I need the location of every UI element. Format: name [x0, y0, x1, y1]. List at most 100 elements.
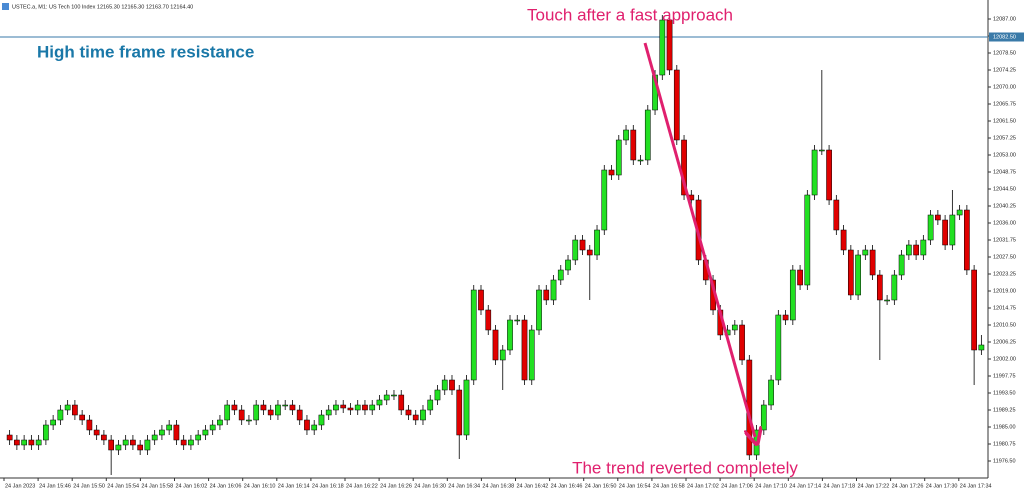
candle-body: [840, 229, 847, 251]
x-tick-label: 24 Jan 16:10: [244, 483, 276, 489]
candle-body: [601, 169, 608, 231]
candle-body: [971, 269, 977, 351]
candle-body: [246, 419, 252, 422]
candle-body: [913, 244, 919, 256]
y-tick-label: 12061.50: [993, 118, 1016, 124]
candle-body: [637, 159, 644, 162]
y-tick-label: 12057.25: [993, 135, 1016, 141]
candle-body: [927, 214, 934, 241]
candle-body: [21, 439, 27, 446]
y-tick-label: 12006.25: [993, 339, 1016, 345]
candle-body: [956, 209, 963, 216]
candle-body: [6, 434, 13, 441]
candle-body: [289, 404, 296, 411]
x-tick-label: 24 Jan 16:34: [448, 483, 480, 489]
candle-body: [93, 429, 100, 436]
y-tick-label: 12087.00: [993, 16, 1016, 22]
candle-body: [441, 379, 448, 391]
candle-body: [811, 149, 818, 196]
candle-body: [826, 149, 832, 201]
candle-body: [238, 409, 245, 421]
candle-body: [615, 139, 622, 176]
candle-body: [833, 199, 840, 231]
candle-body: [427, 399, 434, 411]
candle-body: [565, 259, 571, 271]
candle-body: [173, 424, 180, 441]
y-tick-label: 12070.00: [993, 84, 1016, 90]
candle-body: [282, 404, 289, 407]
candle-body: [768, 379, 774, 406]
candle-body: [318, 414, 325, 426]
x-tick-label: 24 Jan 17:34: [960, 483, 992, 489]
candle-body: [935, 214, 941, 221]
candle-body: [383, 394, 390, 401]
candle-body: [739, 324, 745, 361]
y-tick-label: 12027.50: [993, 254, 1016, 260]
x-tick-label: 24 Jan 16:50: [585, 483, 617, 489]
candle-body: [72, 404, 78, 416]
candle-body: [964, 209, 970, 271]
y-tick-label: 12014.75: [993, 305, 1016, 311]
candle-body: [681, 139, 687, 196]
candle-body: [782, 314, 789, 321]
x-tick-label: 24 Jan 16:58: [653, 483, 685, 489]
price-label-box: [989, 32, 1024, 42]
y-tick-label: 11976.50: [993, 458, 1016, 464]
candle-body: [855, 254, 861, 296]
candle-body: [557, 269, 564, 281]
x-tick-label: 24 Jan 17:22: [858, 483, 890, 489]
x-tick-label: 24 Jan 16:30: [414, 483, 446, 489]
candle-body: [333, 404, 339, 411]
candle-body: [847, 249, 854, 296]
y-tick-label: 12078.50: [993, 50, 1016, 56]
candle-body: [122, 439, 129, 446]
y-tick-label: 12044.50: [993, 186, 1016, 192]
candle-body: [449, 379, 455, 391]
window-icon: [2, 3, 9, 10]
price-label: 12082.50: [993, 34, 1016, 40]
candle-body: [550, 279, 557, 301]
candle-body: [492, 329, 499, 361]
candle-body: [666, 19, 673, 71]
candle-body: [267, 409, 274, 416]
candle-body: [898, 254, 905, 276]
candle-body: [760, 404, 767, 431]
candle-body: [180, 439, 187, 446]
candle-body: [115, 444, 122, 451]
x-tick-label: 24 Jan 17:14: [789, 483, 821, 489]
candle-body: [354, 404, 361, 411]
candle-body: [144, 439, 151, 451]
x-tick-label: 24 Jan 16:42: [517, 483, 549, 489]
candle-body: [630, 129, 637, 161]
x-tick-label: 24 Jan 17:18: [823, 483, 855, 489]
y-tick-label: 12036.00: [993, 220, 1016, 226]
candle-body: [412, 414, 419, 421]
y-tick-label: 11993.50: [993, 390, 1016, 396]
x-tick-label: 24 Jan 16:26: [380, 483, 412, 489]
candle-body: [731, 324, 738, 331]
window-title: USTEC.a, M1: US Tech 100 Index 12165.30 …: [12, 4, 193, 10]
candle-body: [906, 244, 912, 256]
candle-body: [884, 299, 890, 302]
candle-body: [485, 309, 492, 331]
y-tick-label: 11997.75: [993, 373, 1016, 379]
candle-body: [608, 169, 615, 176]
candle-body: [50, 419, 56, 426]
y-tick-label: 11985.00: [993, 424, 1016, 430]
candle-body: [478, 289, 484, 311]
candle-body: [137, 444, 144, 451]
y-tick-label: 12031.75: [993, 237, 1016, 243]
x-tick-label: 24 Jan 16:06: [210, 483, 242, 489]
candle-body: [536, 289, 542, 331]
candle-body: [311, 424, 318, 431]
candle-body: [35, 439, 42, 446]
x-tick-label: 24 Jan 17:02: [687, 483, 719, 489]
candle-body: [797, 269, 803, 286]
candle-body: [659, 19, 666, 76]
candle-body: [64, 404, 71, 411]
candle-body: [79, 414, 85, 421]
y-tick-label: 11989.25: [993, 407, 1016, 413]
candle-body: [507, 319, 513, 351]
candle-body: [673, 69, 680, 141]
x-tick-label: 24 Jan 16:18: [312, 483, 344, 489]
